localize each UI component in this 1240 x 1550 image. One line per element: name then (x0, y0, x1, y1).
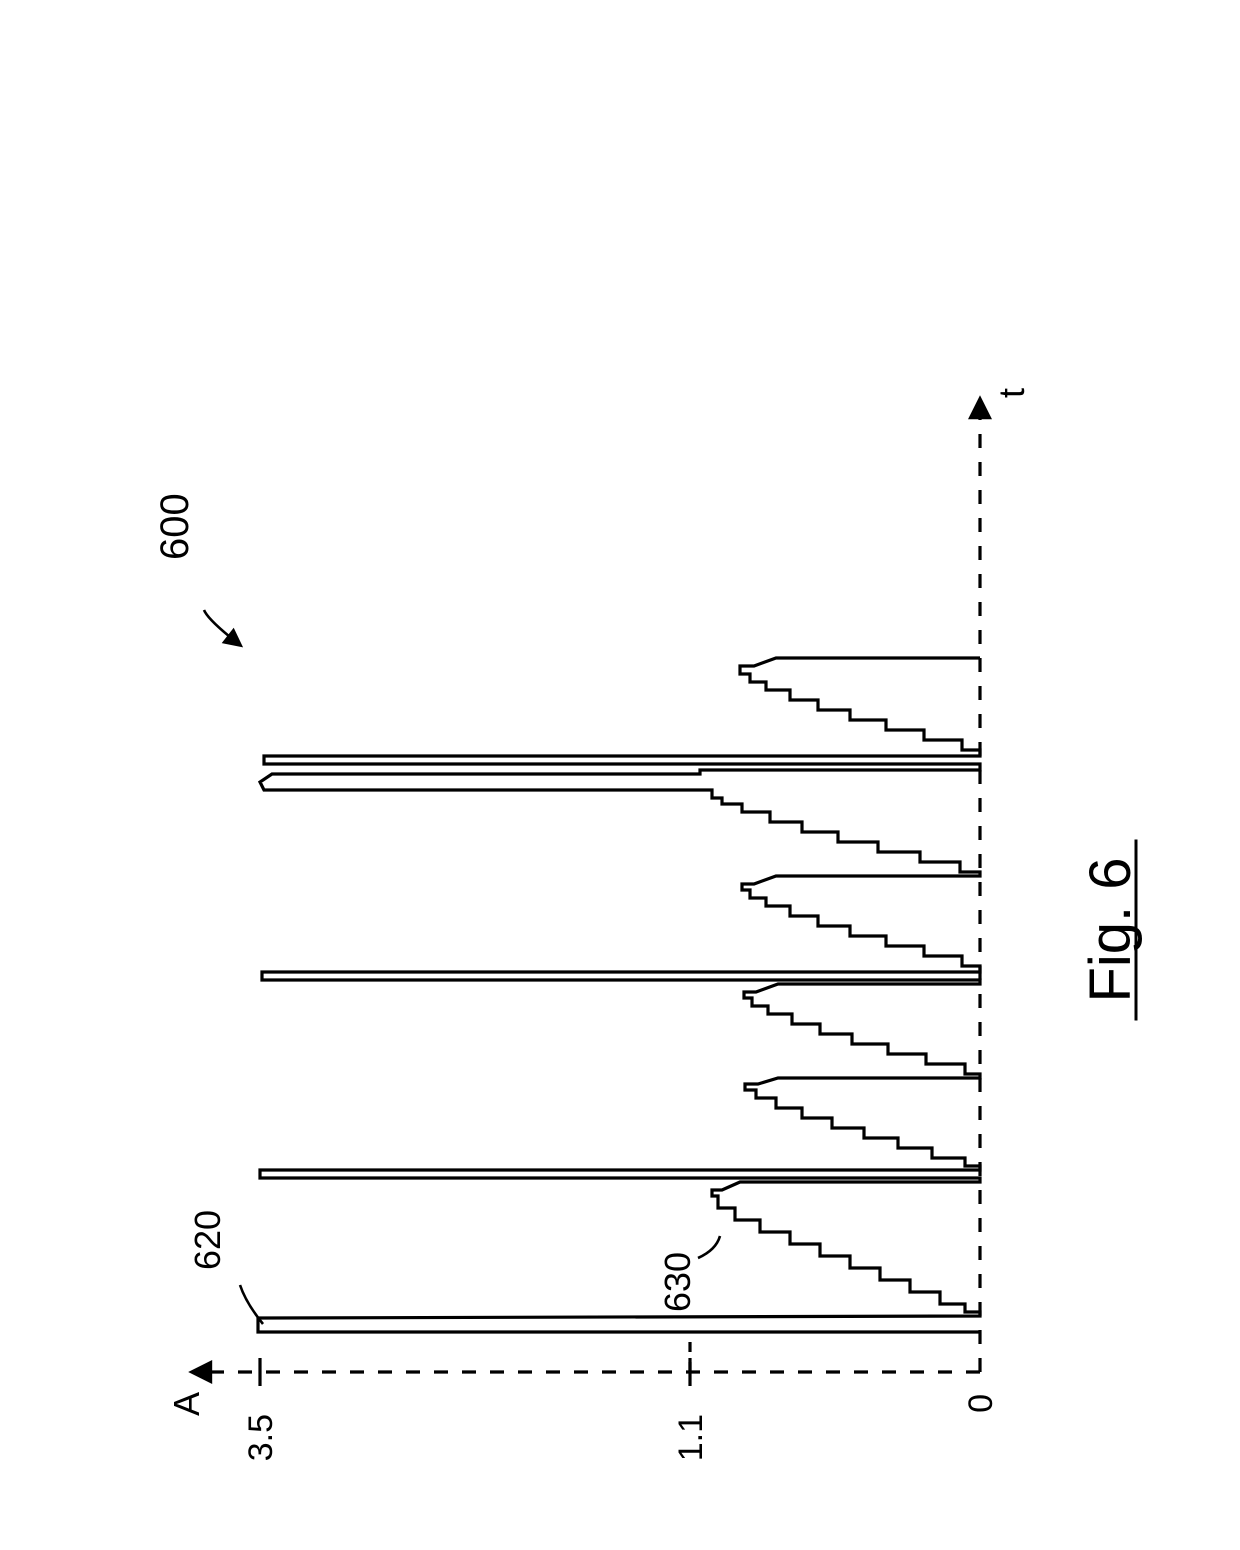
figure-svg: At 0 1.1 3.5 600 620 630 Fig. 6 (0, 0, 1240, 1550)
svg-text:600: 600 (153, 493, 197, 560)
figure-stage: At 0 1.1 3.5 600 620 630 Fig. 6 (0, 0, 1240, 1550)
svg-text:1.1: 1.1 (672, 1414, 710, 1461)
svg-text:3.5: 3.5 (242, 1414, 280, 1461)
callout-630-leader (698, 1236, 720, 1258)
svg-text:A: A (166, 1392, 207, 1416)
callout-620-leader (240, 1285, 263, 1324)
svg-text:0: 0 (962, 1394, 1000, 1413)
svg-text:Fig. 6: Fig. 6 (1078, 857, 1143, 1002)
svg-text:t: t (991, 388, 1032, 398)
waveform (258, 658, 980, 1332)
svg-text:630: 630 (657, 1252, 698, 1312)
ref-600-leader (204, 610, 240, 645)
svg-text:620: 620 (187, 1210, 228, 1270)
